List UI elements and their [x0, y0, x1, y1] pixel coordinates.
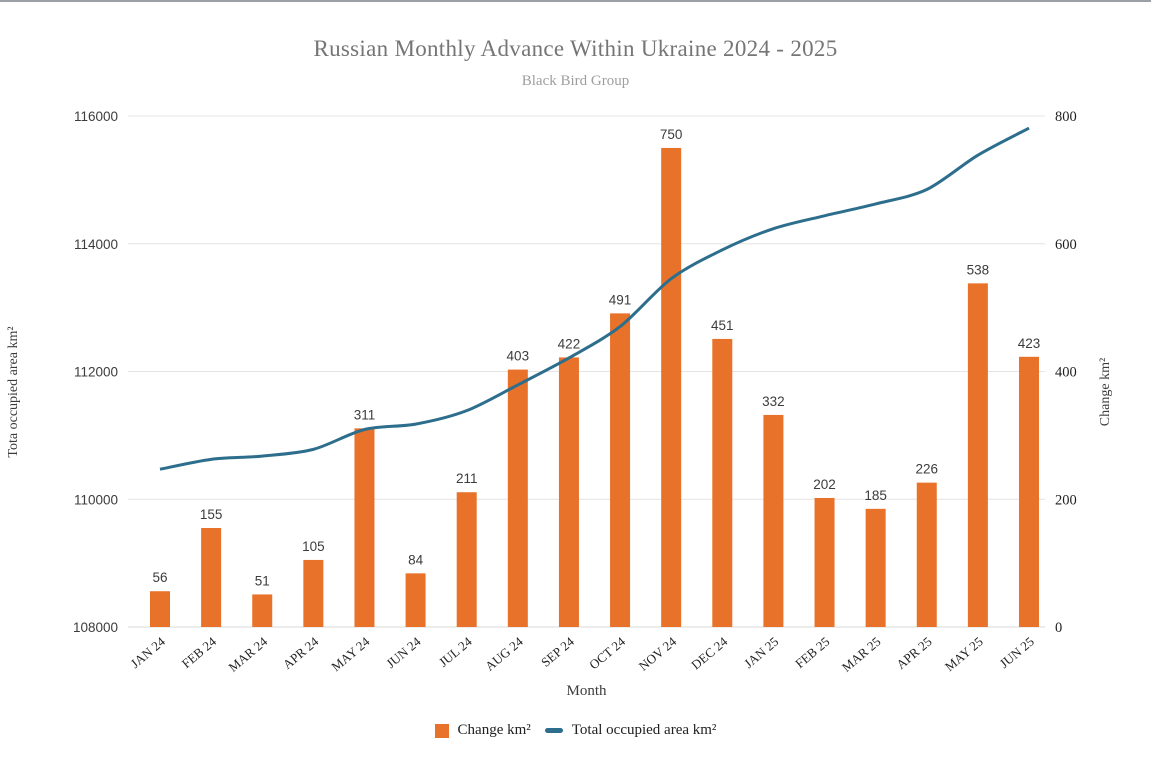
bar-change — [558, 357, 579, 627]
x-axis-tick-label: MAR 24 — [225, 633, 270, 674]
left-axis-tick-label: 110000 — [74, 492, 118, 507]
left-axis-tick-label: 114000 — [74, 237, 118, 252]
bar-value-label: 750 — [660, 127, 683, 142]
left-axis-tick-label: 108000 — [73, 620, 118, 635]
bar-value-label: 226 — [915, 462, 938, 477]
bar-value-label: 185 — [864, 488, 887, 503]
x-axis-tick-label: JUN 24 — [383, 633, 424, 671]
left-axis-tick-label: 116000 — [74, 109, 118, 124]
bar-change — [712, 338, 733, 627]
bar-value-label: 491 — [609, 292, 632, 307]
bar-value-label: 202 — [813, 477, 836, 492]
bar-change — [456, 492, 477, 627]
legend-line-swatch-icon — [544, 728, 563, 733]
bar-value-label: 211 — [456, 471, 478, 486]
chart-subtitle: Black Bird Group — [521, 73, 630, 89]
chart-legend: Change km² Total occupied area km² — [0, 722, 1151, 739]
bar-change — [967, 283, 988, 627]
right-axis-tick-label: 0 — [1055, 620, 1062, 636]
left-axis-tick-label: 112000 — [74, 365, 118, 380]
x-axis-tick-label: SEP 24 — [538, 633, 577, 669]
bar-value-label: 403 — [507, 349, 530, 364]
right-axis-tick-label: 800 — [1055, 109, 1077, 125]
right-axis-tick-label: 600 — [1055, 237, 1077, 253]
bar-change — [150, 591, 170, 627]
x-axis-tick-label: AUG 24 — [482, 633, 526, 673]
bar-value-label: 422 — [558, 336, 581, 351]
x-axis-tick-label: JUL 24 — [436, 633, 475, 669]
bar-change — [916, 482, 937, 627]
x-axis-tick-label: FEB 25 — [792, 634, 832, 671]
x-axis-tick-label: APR 24 — [280, 633, 322, 672]
bar-value-label: 423 — [1018, 336, 1041, 351]
bar-value-label: 105 — [302, 539, 325, 554]
bar-value-label: 51 — [255, 573, 270, 588]
top-border-line — [0, 0, 1151, 2]
legend-item-total: Total occupied area km² — [544, 722, 717, 739]
x-axis-tick-label: JAN 25 — [741, 634, 781, 671]
x-axis-tick-label: NOV 24 — [636, 633, 680, 673]
right-axis-tick-label: 400 — [1055, 365, 1077, 381]
chart-title: Russian Monthly Advance Within Ukraine 2… — [313, 36, 838, 61]
x-axis-tick-label: OCT 24 — [586, 633, 628, 672]
x-axis-tick-label: MAR 25 — [839, 634, 884, 675]
bar-value-label: 311 — [354, 407, 376, 422]
bar-value-label: 155 — [200, 507, 223, 522]
right-axis-tick-label: 200 — [1055, 492, 1077, 508]
bar-change — [865, 508, 886, 627]
x-axis-tick-label: MAY 24 — [328, 633, 372, 674]
legend-item-change: Change km² — [434, 722, 531, 739]
bar-value-label: 332 — [762, 394, 785, 409]
bar-change — [303, 559, 324, 627]
bar-change — [763, 414, 784, 627]
x-axis-title: Month — [566, 683, 607, 699]
bar-change — [610, 313, 631, 627]
x-axis-tick-label: APR 25 — [893, 634, 934, 672]
bar-change — [201, 527, 222, 627]
bar-change — [405, 573, 426, 627]
bar-change — [252, 594, 273, 627]
x-axis-tick-label: JUN 25 — [997, 634, 1037, 671]
bar-change — [507, 369, 528, 627]
bar-change — [661, 147, 682, 627]
total-occupied-line — [159, 126, 1030, 471]
x-axis-tick-label: FEB 24 — [179, 633, 220, 671]
legend-label-total: Total occupied area km² — [571, 722, 717, 738]
bar-change — [1019, 356, 1039, 627]
bar-change — [814, 497, 835, 627]
bar-value-label: 56 — [152, 570, 167, 585]
legend-bar-swatch-icon — [434, 723, 449, 738]
x-axis-tick-label: DEC 24 — [688, 633, 730, 672]
x-axis-tick-label: MAY 25 — [942, 634, 986, 674]
bar-value-label: 451 — [711, 318, 734, 333]
x-axis-tick-label: JAN 24 — [128, 633, 169, 671]
legend-label-change: Change km² — [457, 722, 531, 738]
bar-change — [354, 428, 375, 627]
bar-value-label: 538 — [967, 262, 990, 277]
bar-value-label: 84 — [408, 552, 424, 567]
